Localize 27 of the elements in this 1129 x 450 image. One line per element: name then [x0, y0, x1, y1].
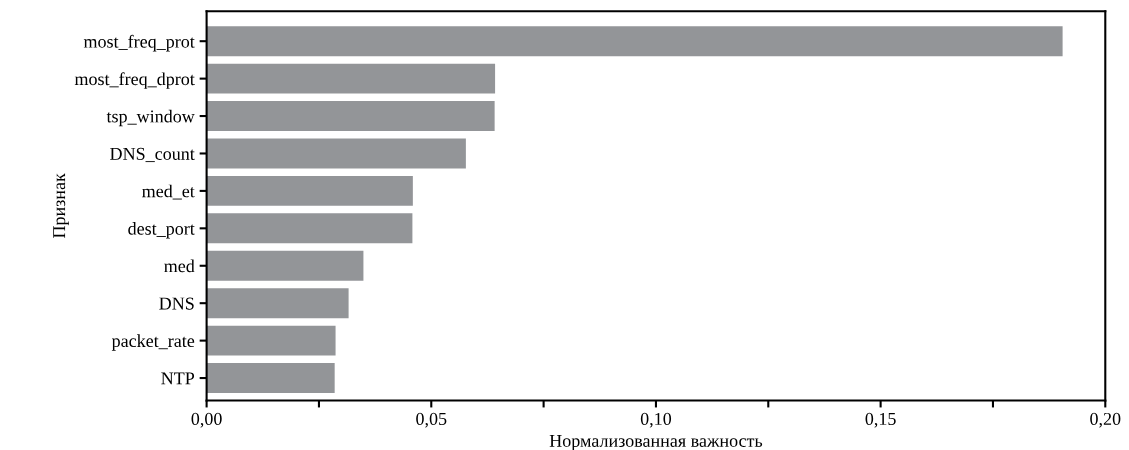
- x-axis-title: Нормализованная важность: [549, 434, 763, 450]
- y-axis-title: Признак: [53, 173, 69, 239]
- y-tick-label: DNS: [159, 297, 194, 310]
- bar: [206, 26, 1063, 57]
- y-tick-label: most_freq_prot: [83, 34, 195, 52]
- y-tick-label: packet_rate: [111, 334, 195, 351]
- bar: [206, 325, 336, 356]
- y-tick-label: tsp_window: [106, 109, 195, 127]
- bar: [206, 288, 349, 319]
- bar: [206, 175, 413, 206]
- y-tick-label: NTP: [161, 372, 195, 385]
- bar: [206, 63, 496, 94]
- y-tick-label: DNS_count: [110, 147, 195, 163]
- x-tick-label: 0,20: [1090, 412, 1121, 428]
- x-tick-label: 0,10: [640, 412, 672, 428]
- x-tick-label: 0,15: [865, 412, 896, 428]
- y-tick-label: most_freq_dprot: [74, 72, 195, 89]
- bar: [206, 213, 413, 244]
- bar: [206, 138, 466, 169]
- bar: [206, 101, 495, 132]
- y-tick-label: med: [164, 259, 195, 273]
- bar: [206, 250, 364, 281]
- y-tick-label: med_et: [142, 184, 195, 200]
- x-tick-label: 0,05: [416, 412, 447, 428]
- x-tick-label: 0,00: [191, 412, 222, 428]
- y-tick-label: dest_port: [128, 222, 195, 239]
- bar: [206, 363, 335, 394]
